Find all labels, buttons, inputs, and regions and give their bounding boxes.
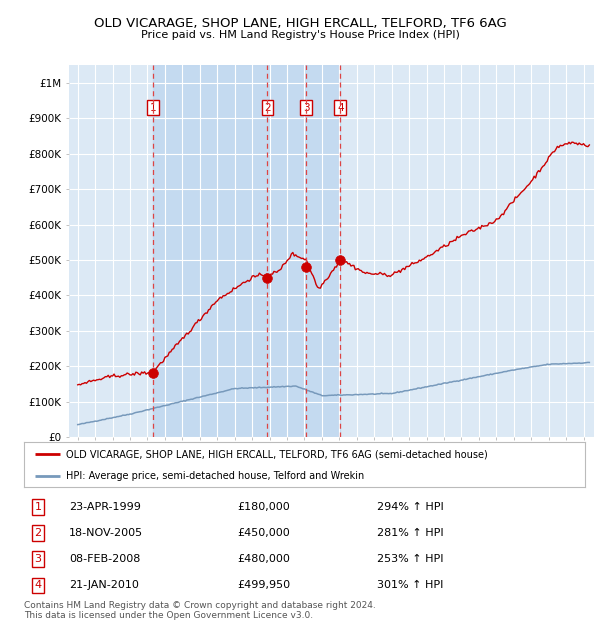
Text: Contains HM Land Registry data © Crown copyright and database right 2024.: Contains HM Land Registry data © Crown c… (24, 601, 376, 611)
Text: 4: 4 (34, 580, 41, 590)
Text: 2: 2 (264, 103, 271, 113)
Text: 253% ↑ HPI: 253% ↑ HPI (377, 554, 444, 564)
Text: 3: 3 (303, 103, 310, 113)
Text: 23-APR-1999: 23-APR-1999 (69, 502, 141, 512)
Text: 21-JAN-2010: 21-JAN-2010 (69, 580, 139, 590)
Text: 18-NOV-2005: 18-NOV-2005 (69, 528, 143, 538)
Text: 1: 1 (149, 103, 156, 113)
Text: £180,000: £180,000 (237, 502, 290, 512)
Text: 08-FEB-2008: 08-FEB-2008 (69, 554, 140, 564)
Text: 1: 1 (35, 502, 41, 512)
Text: 301% ↑ HPI: 301% ↑ HPI (377, 580, 444, 590)
Text: 294% ↑ HPI: 294% ↑ HPI (377, 502, 444, 512)
Text: £450,000: £450,000 (237, 528, 290, 538)
Text: £480,000: £480,000 (237, 554, 290, 564)
Text: £499,950: £499,950 (237, 580, 290, 590)
Text: Price paid vs. HM Land Registry's House Price Index (HPI): Price paid vs. HM Land Registry's House … (140, 30, 460, 40)
Text: OLD VICARAGE, SHOP LANE, HIGH ERCALL, TELFORD, TF6 6AG: OLD VICARAGE, SHOP LANE, HIGH ERCALL, TE… (94, 17, 506, 30)
Text: 3: 3 (35, 554, 41, 564)
Text: HPI: Average price, semi-detached house, Telford and Wrekin: HPI: Average price, semi-detached house,… (66, 471, 364, 480)
Text: 2: 2 (34, 528, 41, 538)
Text: This data is licensed under the Open Government Licence v3.0.: This data is licensed under the Open Gov… (24, 611, 313, 620)
Text: 281% ↑ HPI: 281% ↑ HPI (377, 528, 444, 538)
Text: 4: 4 (337, 103, 344, 113)
Text: OLD VICARAGE, SHOP LANE, HIGH ERCALL, TELFORD, TF6 6AG (semi-detached house): OLD VICARAGE, SHOP LANE, HIGH ERCALL, TE… (66, 449, 488, 459)
Bar (153, 65, 340, 437)
